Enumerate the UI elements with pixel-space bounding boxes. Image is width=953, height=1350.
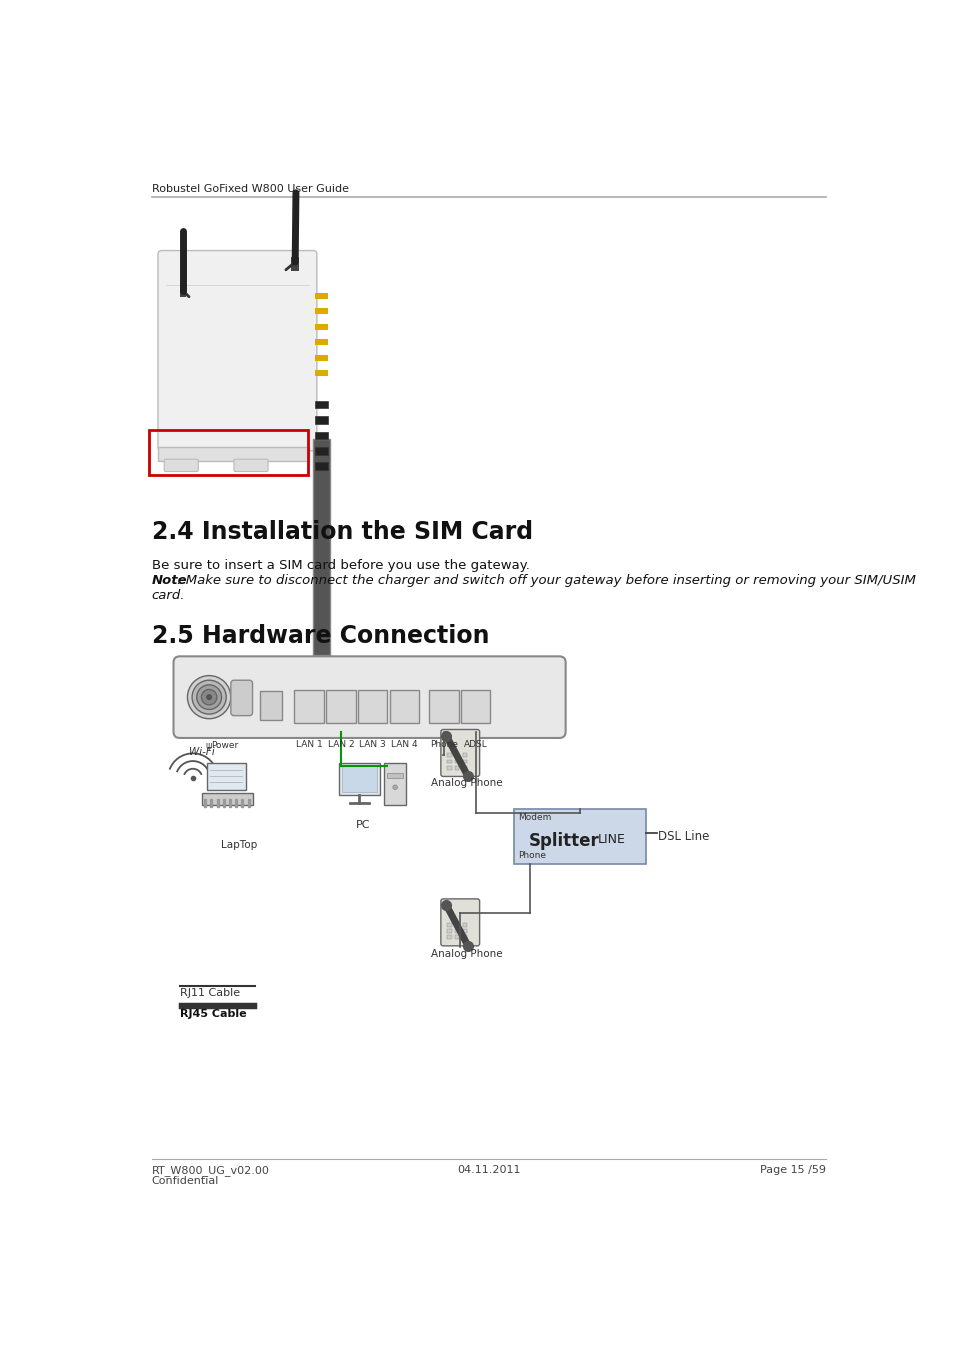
Bar <box>455 765 459 769</box>
Bar <box>179 284 186 297</box>
FancyBboxPatch shape <box>233 459 268 471</box>
Text: Phone: Phone <box>517 850 546 860</box>
Bar <box>462 765 467 769</box>
FancyBboxPatch shape <box>158 251 316 451</box>
Text: LAN 3: LAN 3 <box>359 740 386 748</box>
Bar <box>429 690 458 722</box>
Bar <box>314 432 328 439</box>
Text: 2.4 Installation the SIM Card: 2.4 Installation the SIM Card <box>152 520 533 544</box>
Text: LAN 2: LAN 2 <box>327 740 354 748</box>
Bar <box>455 753 459 757</box>
Polygon shape <box>207 763 245 790</box>
Text: Modem: Modem <box>517 813 551 822</box>
Text: Wi-Fi: Wi-Fi <box>189 747 214 757</box>
Text: Power: Power <box>211 741 238 751</box>
Bar <box>260 691 282 721</box>
Bar <box>315 370 328 377</box>
Bar <box>314 462 328 470</box>
Text: : Make sure to disconnect the charger and switch off your gateway before inserti: : Make sure to disconnect the charger an… <box>177 574 915 587</box>
Bar <box>387 774 402 778</box>
Circle shape <box>201 690 216 705</box>
Bar <box>313 439 330 655</box>
Circle shape <box>192 680 226 714</box>
Bar <box>158 447 309 460</box>
Bar <box>149 429 307 475</box>
Text: RJ45 Cable: RJ45 Cable <box>179 1008 246 1019</box>
Bar <box>462 936 467 940</box>
Bar <box>326 690 355 722</box>
Text: Be sure to insert a SIM card before you use the gateway.: Be sure to insert a SIM card before you … <box>152 559 529 571</box>
Text: Phone: Phone <box>430 740 457 748</box>
Bar <box>447 760 452 763</box>
Bar <box>339 763 379 795</box>
Text: Analog Phone: Analog Phone <box>430 949 501 958</box>
Circle shape <box>196 684 221 710</box>
Text: Robustel GoFixed W800 User Guide: Robustel GoFixed W800 User Guide <box>152 184 349 194</box>
Text: LAN 4: LAN 4 <box>391 740 417 748</box>
Bar <box>294 690 323 722</box>
Bar <box>462 929 467 933</box>
Text: ADSL: ADSL <box>463 740 487 748</box>
Text: RJ11 Cable: RJ11 Cable <box>179 988 239 998</box>
Text: 2.5 Hardware Connection: 2.5 Hardware Connection <box>152 624 489 648</box>
Text: LAN 1: LAN 1 <box>295 740 322 748</box>
Text: RT_W800_UG_v02.00: RT_W800_UG_v02.00 <box>152 1165 270 1176</box>
Bar <box>315 308 328 315</box>
Circle shape <box>206 694 212 701</box>
FancyBboxPatch shape <box>173 656 565 738</box>
Bar <box>447 753 452 757</box>
Bar <box>460 690 490 722</box>
Text: Splitter: Splitter <box>528 832 598 850</box>
Bar <box>314 447 328 455</box>
Bar <box>455 929 459 933</box>
Bar <box>462 923 467 926</box>
Bar <box>447 923 452 926</box>
Bar <box>390 690 418 722</box>
Polygon shape <box>202 794 253 805</box>
FancyBboxPatch shape <box>231 680 253 716</box>
Bar <box>291 258 298 271</box>
Text: LINE: LINE <box>598 833 625 846</box>
Circle shape <box>187 675 231 718</box>
Text: Page 15 /59: Page 15 /59 <box>760 1165 825 1176</box>
FancyBboxPatch shape <box>440 729 479 776</box>
Bar <box>514 809 645 864</box>
Bar <box>462 753 467 757</box>
Bar <box>455 936 459 940</box>
Text: Note: Note <box>152 574 187 587</box>
Text: card.: card. <box>152 590 185 602</box>
Bar <box>342 765 376 792</box>
Text: ψ: ψ <box>206 741 213 751</box>
Bar <box>357 690 387 722</box>
Bar <box>447 765 452 769</box>
Bar <box>447 929 452 933</box>
Bar <box>314 416 328 424</box>
FancyBboxPatch shape <box>164 459 198 471</box>
FancyBboxPatch shape <box>440 899 479 946</box>
Bar <box>447 936 452 940</box>
Bar <box>315 293 328 300</box>
Bar <box>315 339 328 346</box>
Bar <box>314 401 328 409</box>
Bar <box>462 760 467 763</box>
Text: Confidential: Confidential <box>152 1176 219 1187</box>
Bar <box>384 763 406 805</box>
Text: 04.11.2011: 04.11.2011 <box>456 1165 520 1176</box>
Text: Analog Phone: Analog Phone <box>430 778 501 788</box>
Bar <box>315 355 328 360</box>
Text: LapTop: LapTop <box>221 840 257 849</box>
Text: DSL Line: DSL Line <box>658 830 708 844</box>
Circle shape <box>393 784 397 790</box>
Text: PC: PC <box>355 821 370 830</box>
Bar <box>455 923 459 926</box>
Bar <box>455 760 459 763</box>
Bar <box>315 324 328 329</box>
